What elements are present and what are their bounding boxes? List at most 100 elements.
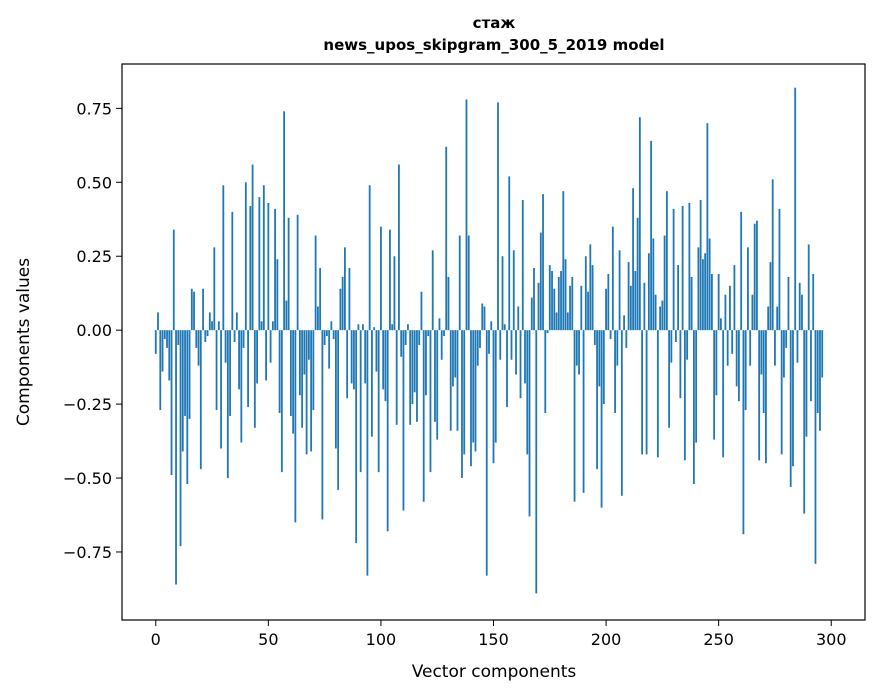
y-tick-label: 0.25 bbox=[76, 247, 112, 266]
bar-96 bbox=[371, 330, 373, 437]
bar-244 bbox=[704, 253, 707, 331]
bar-279 bbox=[783, 330, 785, 378]
bar-69 bbox=[310, 330, 313, 452]
bar-177 bbox=[553, 288, 556, 331]
bar-265 bbox=[751, 294, 754, 331]
bar-218 bbox=[645, 330, 648, 455]
bar-33 bbox=[229, 330, 231, 416]
bar-8 bbox=[172, 229, 175, 331]
bar-1 bbox=[157, 312, 159, 331]
bar-9 bbox=[175, 330, 177, 585]
bar-293 bbox=[814, 330, 817, 564]
bar-12 bbox=[181, 330, 184, 452]
bar-70 bbox=[312, 330, 315, 411]
bar-72 bbox=[316, 306, 319, 331]
bar-281 bbox=[787, 276, 790, 331]
bar-56 bbox=[280, 330, 283, 473]
bar-208 bbox=[623, 315, 625, 331]
bar-248 bbox=[713, 330, 716, 440]
bar-74 bbox=[321, 330, 324, 520]
bar-219 bbox=[647, 253, 650, 331]
bar-230 bbox=[672, 208, 675, 331]
bar-253 bbox=[724, 294, 727, 331]
bar-149 bbox=[490, 321, 493, 331]
bar-203 bbox=[611, 226, 614, 331]
bar-262 bbox=[744, 330, 747, 411]
bar-35 bbox=[233, 330, 236, 342]
bar-133 bbox=[454, 330, 457, 378]
bar-209 bbox=[625, 330, 628, 348]
bar-238 bbox=[690, 276, 693, 331]
bar-272 bbox=[767, 306, 770, 331]
x-tick-label: 150 bbox=[478, 630, 509, 649]
bar-195 bbox=[593, 330, 596, 345]
bar-213 bbox=[634, 271, 637, 331]
bar-252 bbox=[722, 330, 725, 458]
bar-90 bbox=[357, 324, 360, 331]
bar-163 bbox=[521, 200, 524, 331]
bar-54 bbox=[276, 259, 279, 331]
bar-150 bbox=[492, 330, 495, 464]
bar-231 bbox=[674, 330, 677, 342]
y-tick-label: 0.00 bbox=[76, 321, 112, 340]
bar-207 bbox=[620, 330, 623, 496]
bar-61 bbox=[292, 330, 295, 434]
bar-121 bbox=[427, 330, 430, 337]
bar-271 bbox=[765, 330, 767, 464]
bar-240 bbox=[695, 330, 698, 443]
bar-41 bbox=[247, 330, 249, 408]
bar-296 bbox=[821, 330, 824, 378]
bar-278 bbox=[780, 330, 783, 455]
bar-95 bbox=[368, 185, 371, 331]
bar-192 bbox=[587, 291, 589, 331]
bar-236 bbox=[686, 330, 689, 360]
bar-185 bbox=[571, 276, 574, 331]
bar-97 bbox=[373, 327, 376, 331]
x-tick-label: 50 bbox=[258, 630, 278, 649]
bar-27 bbox=[215, 330, 218, 411]
bar-131 bbox=[449, 330, 452, 431]
bar-137 bbox=[463, 330, 466, 455]
bar-114 bbox=[411, 330, 414, 405]
bar-147 bbox=[485, 330, 488, 576]
bar-186 bbox=[573, 330, 576, 502]
bar-173 bbox=[544, 330, 547, 413]
bar-180 bbox=[560, 271, 562, 331]
bar-47 bbox=[260, 321, 263, 331]
bar-116 bbox=[416, 330, 418, 422]
bar-198 bbox=[600, 330, 603, 508]
bar-241 bbox=[697, 247, 700, 331]
y-axis-ticks: −0.75 −0.50 −0.25 0.00 0.25 0.50 0.75 bbox=[63, 99, 122, 562]
bar-127 bbox=[440, 330, 443, 360]
bar-98 bbox=[375, 330, 378, 372]
bar-257 bbox=[733, 265, 736, 331]
bar-44 bbox=[253, 330, 256, 428]
bar-39 bbox=[242, 330, 245, 348]
bar-82 bbox=[339, 288, 342, 331]
bar-22 bbox=[204, 330, 207, 342]
bar-6 bbox=[168, 330, 171, 381]
bar-126 bbox=[438, 318, 441, 331]
bar-20 bbox=[199, 330, 202, 470]
bar-36 bbox=[235, 312, 238, 331]
x-tick-label: 100 bbox=[366, 630, 397, 649]
bar-145 bbox=[481, 303, 484, 331]
bar-109 bbox=[400, 330, 403, 357]
bar-112 bbox=[407, 324, 409, 331]
bar-23 bbox=[206, 330, 209, 337]
bar-136 bbox=[461, 330, 463, 479]
bar-215 bbox=[638, 117, 641, 331]
bar-16 bbox=[190, 288, 193, 331]
bar-85 bbox=[346, 330, 349, 399]
bar-42 bbox=[249, 205, 252, 331]
bar-142 bbox=[474, 330, 477, 452]
bar-117 bbox=[418, 330, 421, 345]
bar-285 bbox=[796, 330, 799, 363]
bar-102 bbox=[384, 330, 387, 402]
bar-181 bbox=[562, 191, 565, 331]
bar-14 bbox=[186, 330, 189, 484]
bar-91 bbox=[359, 330, 362, 473]
bar-155 bbox=[503, 324, 506, 331]
bar-124 bbox=[434, 330, 436, 422]
